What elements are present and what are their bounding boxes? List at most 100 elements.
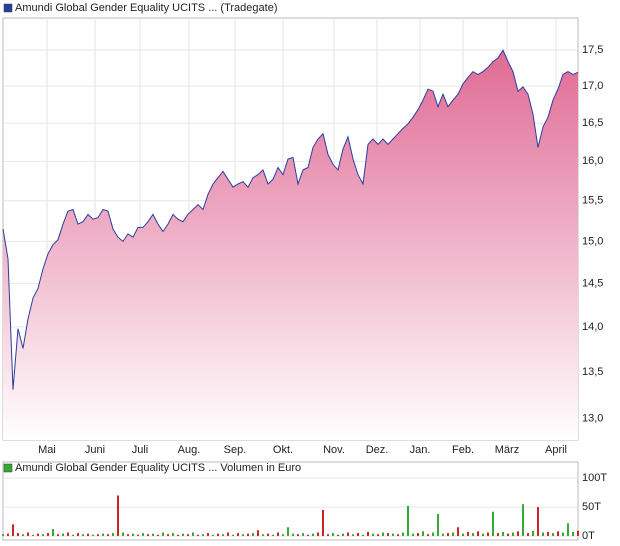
volume-bar [157, 534, 159, 536]
volume-bar [367, 531, 369, 536]
volume-bar [252, 533, 254, 536]
volume-bar [162, 532, 164, 536]
volume-bar [572, 531, 574, 536]
x-tick-label: April [545, 444, 567, 456]
volume-bar [17, 533, 19, 536]
volume-bar [562, 532, 564, 536]
volume-bar [502, 531, 504, 536]
x-tick-label: Jan. [410, 444, 431, 456]
y-tick-label: 13,0 [582, 413, 603, 425]
area-fill [3, 50, 578, 440]
volume-bar [522, 504, 524, 536]
volume-bar [237, 533, 239, 536]
x-tick-label: Aug. [178, 444, 201, 456]
volume-bar [302, 533, 304, 536]
volume-bar [37, 533, 39, 536]
volume-bar [437, 514, 439, 536]
volume-bar [312, 533, 314, 536]
volume-bar [267, 533, 269, 536]
y-tick-label: 15,0 [582, 235, 603, 247]
volume-bar [567, 523, 569, 536]
volume-bar [277, 532, 279, 536]
volume-bar [247, 533, 249, 536]
volume-bar [452, 532, 454, 536]
volume-bar [442, 533, 444, 536]
volume-bar [492, 511, 494, 536]
volume-bar [457, 527, 459, 536]
volume-plot-frame [2, 461, 579, 541]
volume-bar [217, 533, 219, 536]
volume-bar [197, 534, 199, 536]
volume-bar [357, 533, 359, 536]
volume-bar [107, 534, 109, 536]
legend-swatch [3, 3, 13, 13]
volume-bar [7, 533, 9, 536]
legend-label: Amundi Global Gender Equality UCITS ... … [15, 2, 278, 14]
x-tick-label: Juli [132, 444, 149, 456]
price-line [2, 49, 579, 390]
x-tick-label: Mai [38, 444, 56, 456]
volume-bar [307, 534, 309, 536]
volume-bar [347, 532, 349, 536]
y-tick-label: 16,0 [582, 155, 603, 167]
volume-bar [462, 533, 464, 536]
volume-bar [282, 534, 284, 536]
volume-bar [527, 533, 529, 536]
volume-bar [137, 534, 139, 536]
x-tick-label: Dez. [366, 444, 389, 456]
volume-bar [412, 533, 414, 536]
x-tick-label: Sep. [224, 444, 247, 456]
volume-bar [87, 533, 89, 536]
volume-bar [192, 532, 194, 536]
legend-label: Amundi Global Gender Equality UCITS ... … [15, 462, 301, 474]
volume-bar [212, 534, 214, 536]
y-tick-label: 16,5 [582, 117, 603, 129]
volume-bar [422, 531, 424, 536]
volume-bar [142, 533, 144, 536]
volume-bar [122, 532, 124, 536]
volume-bar [352, 534, 354, 536]
volume-bar [52, 529, 54, 536]
volume-bar [202, 534, 204, 536]
volume-bar [292, 533, 294, 536]
volume-bar [482, 533, 484, 536]
volume-bar [447, 533, 449, 536]
y-tick-label: 15,5 [582, 195, 603, 207]
volume-bar [187, 534, 189, 536]
volume-bar [402, 532, 404, 536]
volume-bar [377, 534, 379, 536]
volume-bar [172, 533, 174, 536]
volume-bar [32, 534, 34, 536]
y-tick-label: 14,5 [582, 277, 603, 289]
volume-bar [372, 533, 374, 536]
volume-bar [407, 505, 409, 536]
volume-bar [507, 533, 509, 536]
volume-bar [82, 534, 84, 536]
volume-bar [12, 524, 14, 536]
volume-bar [557, 531, 559, 536]
volume-bar [487, 532, 489, 536]
volume-bar [552, 533, 554, 536]
x-tick-label: Nov. [323, 444, 345, 456]
volume-bar [27, 532, 29, 536]
volume-bar [297, 534, 299, 536]
volume-bar [167, 534, 169, 536]
volume-bar [542, 532, 544, 536]
y-tick-label: 17,0 [582, 80, 603, 92]
volume-bar [72, 534, 74, 536]
volume-bar [22, 534, 24, 536]
volume-bar [67, 532, 69, 536]
volume-bar [102, 533, 104, 536]
volume-bar [152, 533, 154, 536]
y-tick-label: 14,0 [582, 321, 603, 333]
volume-bar [257, 530, 259, 536]
volume-bar [497, 533, 499, 536]
volume-bar [382, 532, 384, 536]
volume-bar [332, 533, 334, 536]
volume-bar [327, 534, 329, 536]
y-tick-label: 17,5 [582, 44, 603, 56]
legend-swatch [3, 463, 13, 473]
volume-bar [62, 533, 64, 536]
